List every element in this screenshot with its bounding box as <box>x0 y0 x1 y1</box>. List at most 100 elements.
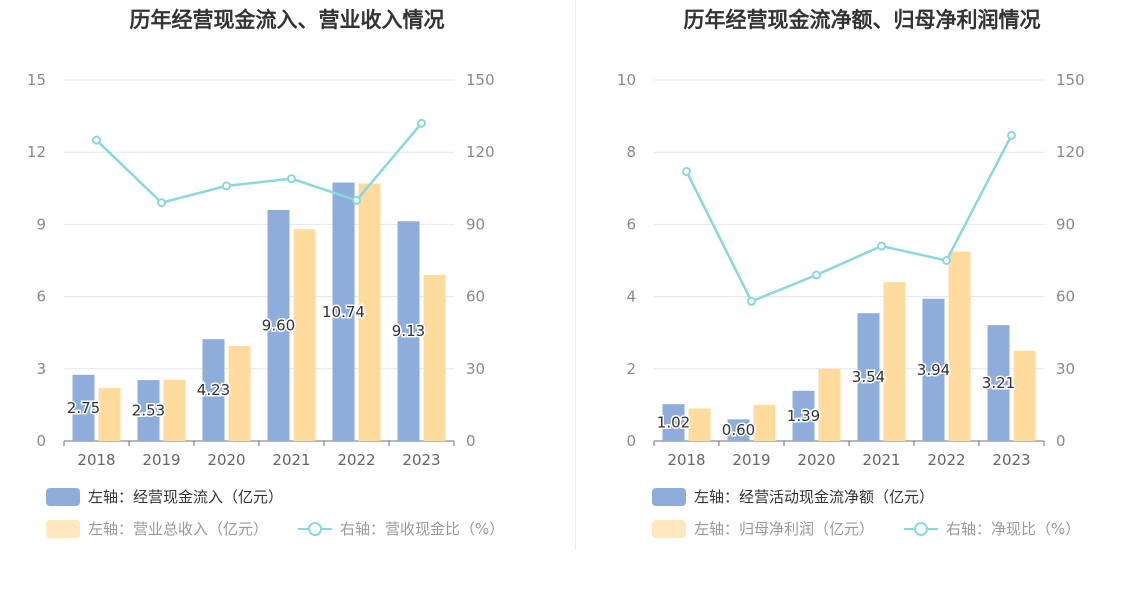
bar-2019-series1 <box>137 380 160 441</box>
y-right-tick-label: 150 <box>466 71 495 89</box>
line-point-2018 <box>682 166 691 176</box>
data-label-2018: 2.75 <box>67 399 100 417</box>
bar-2019-series2 <box>163 379 186 441</box>
data-label-2018: 1.02 <box>657 414 690 432</box>
bar-2023-series2 <box>1013 350 1036 441</box>
chart-panel-cash-inflow-revenue: 历年经营现金流入、营业收入情况 0 0 3 30 6 60 9 90 12 120 15 150 201… <box>0 0 574 560</box>
legend-swatch-bar2 <box>46 519 80 538</box>
data-label-2022: 10.74 <box>322 303 365 321</box>
x-tick-label: 2019 <box>732 451 770 469</box>
x-tick-label: 2018 <box>77 451 115 469</box>
line-point-2022 <box>352 195 361 205</box>
legend-label-line: 右轴：营收现金比（%） <box>340 520 505 538</box>
y-right-tick-label: 120 <box>466 143 495 161</box>
legend-item-line[interactable]: 右轴：营收现金比（%） <box>298 518 504 539</box>
legend-label-bar1: 左轴：经营现金流入（亿元） <box>88 488 284 506</box>
y-right-tick-label: 30 <box>466 360 485 378</box>
legend-label-line: 右轴：净现比（%） <box>946 520 1081 538</box>
data-label-2023: 9.13 <box>392 322 425 340</box>
bar-2020-series1 <box>202 339 225 441</box>
legend-swatch-bar1 <box>652 487 686 506</box>
x-tick-label: 2022 <box>337 451 375 469</box>
x-tick-label: 2019 <box>142 451 180 469</box>
data-label-2022: 3.94 <box>917 361 950 379</box>
legend-item-bar1[interactable]: 左轴：经营现金流入（亿元） <box>46 486 283 507</box>
x-tick-label: 2018 <box>667 451 705 469</box>
bar-2023-series2 <box>423 274 446 441</box>
y-right-tick-label: 0 <box>1056 432 1066 450</box>
y-left-tick-label: 6 <box>36 288 46 306</box>
bar-2018-series2 <box>688 408 711 441</box>
bar-2020-series2 <box>228 345 251 441</box>
x-tick-label: 2021 <box>272 451 310 469</box>
line-point-2023 <box>417 118 426 128</box>
y-left-tick-label: 2 <box>626 360 636 378</box>
legend-swatch-bar2 <box>652 519 686 538</box>
legend-label-bar2: 左轴：归母净利润（亿元） <box>694 520 875 538</box>
bar-2022-series2 <box>948 251 971 441</box>
y-right-tick-label: 120 <box>1056 143 1085 161</box>
panel-divider <box>575 0 576 550</box>
bar-2023-series1 <box>987 325 1010 441</box>
data-label-2021: 3.54 <box>852 368 885 386</box>
bar-2021-series2 <box>883 282 906 441</box>
chart-title: 历年经营现金流净额、归母净利润情况 <box>683 8 1041 32</box>
y-left-tick-label: 10 <box>617 71 636 89</box>
legend-item-bar2[interactable]: 左轴：归母净利润（亿元） <box>652 518 874 539</box>
y-left-tick-label: 8 <box>626 143 636 161</box>
line-point-2019 <box>747 296 756 306</box>
x-tick-label: 2022 <box>927 451 965 469</box>
line-point-2019 <box>157 198 166 208</box>
data-label-2023: 3.21 <box>982 374 1015 392</box>
y-right-tick-label: 150 <box>1056 71 1085 89</box>
legend-swatch-line <box>904 520 938 538</box>
y-left-tick-label: 3 <box>36 360 46 378</box>
line-point-2020 <box>222 181 231 191</box>
chart-plot-net-cash-profit: 0 0 2 30 4 60 6 90 8 120 10 150 2018 2019 2020 2021 2022… <box>617 71 1085 469</box>
y-left-tick-label: 9 <box>36 215 46 233</box>
line-point-2022 <box>942 256 951 265</box>
bar-2023-series1 <box>397 221 420 441</box>
x-tick-label: 2020 <box>207 451 245 469</box>
y-left-tick-label: 15 <box>27 71 46 89</box>
chart-title: 历年经营现金流入、营业收入情况 <box>129 8 445 32</box>
legend-item-bar1[interactable]: 左轴：经营活动现金流净额（亿元） <box>652 486 934 507</box>
y-left-tick-label: 0 <box>36 432 46 450</box>
y-right-tick-label: 0 <box>466 432 476 450</box>
legend-item-line[interactable]: 右轴：净现比（%） <box>904 518 1080 539</box>
chart-plot-cash-inflow-revenue: 0 0 3 30 6 60 9 90 12 120 15 150 2018 2019 2020 2021 202… <box>27 71 495 469</box>
data-label-2020: 1.39 <box>787 407 820 425</box>
bar-2018-series1 <box>72 374 95 441</box>
y-left-tick-label: 6 <box>626 215 636 233</box>
y-right-tick-label: 30 <box>1056 360 1075 378</box>
y-right-tick-label: 90 <box>466 215 485 233</box>
legend-label-bar2: 左轴：营业总收入（亿元） <box>88 520 269 538</box>
line-point-2023 <box>1007 130 1016 140</box>
x-tick-label: 2020 <box>797 451 835 469</box>
y-left-tick-label: 4 <box>626 288 636 306</box>
x-tick-label: 2023 <box>402 451 440 469</box>
bar-2022-series1 <box>332 182 355 442</box>
bar-2022-series1 <box>922 298 945 441</box>
line-point-2018 <box>92 135 101 145</box>
y-right-tick-label: 90 <box>1056 215 1075 233</box>
legend-label-bar1: 左轴：经营活动现金流净额（亿元） <box>694 488 935 506</box>
bar-2019-series2 <box>753 404 776 441</box>
chart-panel-net-cash-profit: 历年经营现金流净额、归母净利润情况 0 0 2 30 4 60 6 90 8 120 10 150 20… <box>576 0 1148 560</box>
y-left-tick-label: 0 <box>626 432 636 450</box>
legend-swatch-bar1 <box>46 487 80 506</box>
bar-2018-series1 <box>662 404 685 441</box>
y-right-tick-label: 60 <box>466 288 485 306</box>
bar-2022-series2 <box>358 183 381 441</box>
line-series <box>95 122 423 205</box>
legend-item-bar2[interactable]: 左轴：营业总收入（亿元） <box>46 518 268 539</box>
bar-2020-series2 <box>818 368 841 441</box>
bar-2021-series1 <box>267 209 290 441</box>
y-left-tick-label: 12 <box>27 143 46 161</box>
line-series <box>685 134 1013 304</box>
bar-2019-series1 <box>727 419 750 441</box>
line-point-2021 <box>287 174 296 184</box>
data-label-2021: 9.60 <box>262 316 295 334</box>
data-label-2019: 2.53 <box>132 402 165 420</box>
bar-2020-series1 <box>792 390 815 441</box>
